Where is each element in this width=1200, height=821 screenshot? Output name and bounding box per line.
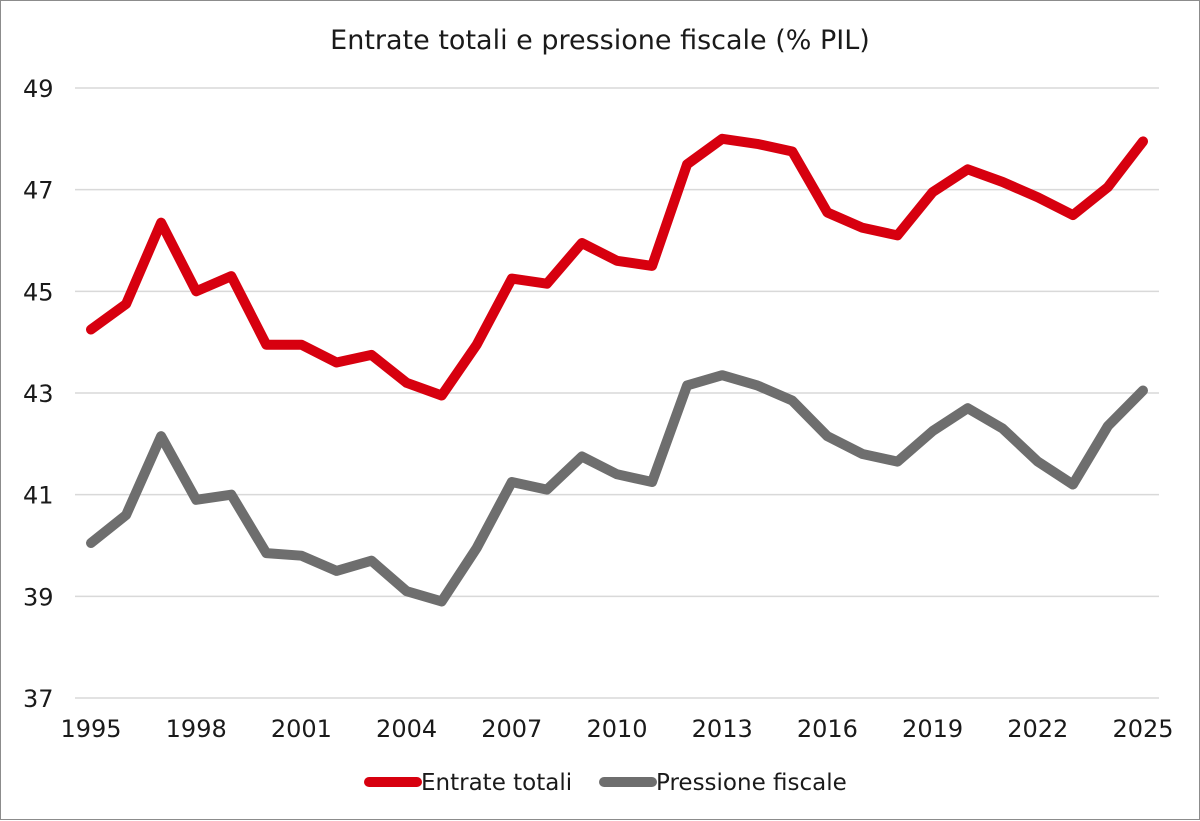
y-tick-label: 47 <box>23 177 54 205</box>
x-axis-tick-labels: 1995 1998 2001 2004 2007 2010 2013 2016 2019 2022… <box>60 715 1173 743</box>
legend-label: Pressione fiscale <box>656 770 847 796</box>
x-tick-label: 2007 <box>481 715 542 743</box>
x-tick-label: 2001 <box>271 715 332 743</box>
x-tick-label: 2013 <box>692 715 753 743</box>
y-tick-label: 43 <box>23 380 54 408</box>
y-tick-label: 49 <box>23 75 54 103</box>
legend-label: Entrate totali <box>421 770 572 796</box>
series-line-entrate-totali <box>86 133 1148 401</box>
y-tick-label: 37 <box>23 685 54 713</box>
y-tick-label: 39 <box>23 583 54 611</box>
x-tick-label: 2025 <box>1112 715 1173 743</box>
legend: Entrate totali Pressione fiscale <box>364 770 847 796</box>
y-axis-tick-labels: 37 39 41 43 45 47 49 <box>23 75 54 713</box>
x-tick-label: 2004 <box>376 715 437 743</box>
x-tick-label: 1995 <box>60 715 121 743</box>
chart-title: Entrate totali e pressione fiscale (% PI… <box>330 25 870 56</box>
gridlines <box>75 87 1159 699</box>
x-tick-label: 2010 <box>586 715 647 743</box>
y-tick-label: 45 <box>23 278 54 306</box>
x-tick-label: 2016 <box>797 715 858 743</box>
series-lines <box>86 133 1148 607</box>
x-tick-label: 2019 <box>902 715 963 743</box>
y-tick-label: 41 <box>23 482 54 510</box>
x-tick-label: 2022 <box>1007 715 1068 743</box>
series-line-pressione-fiscale <box>86 370 1148 607</box>
x-tick-label: 1998 <box>166 715 227 743</box>
